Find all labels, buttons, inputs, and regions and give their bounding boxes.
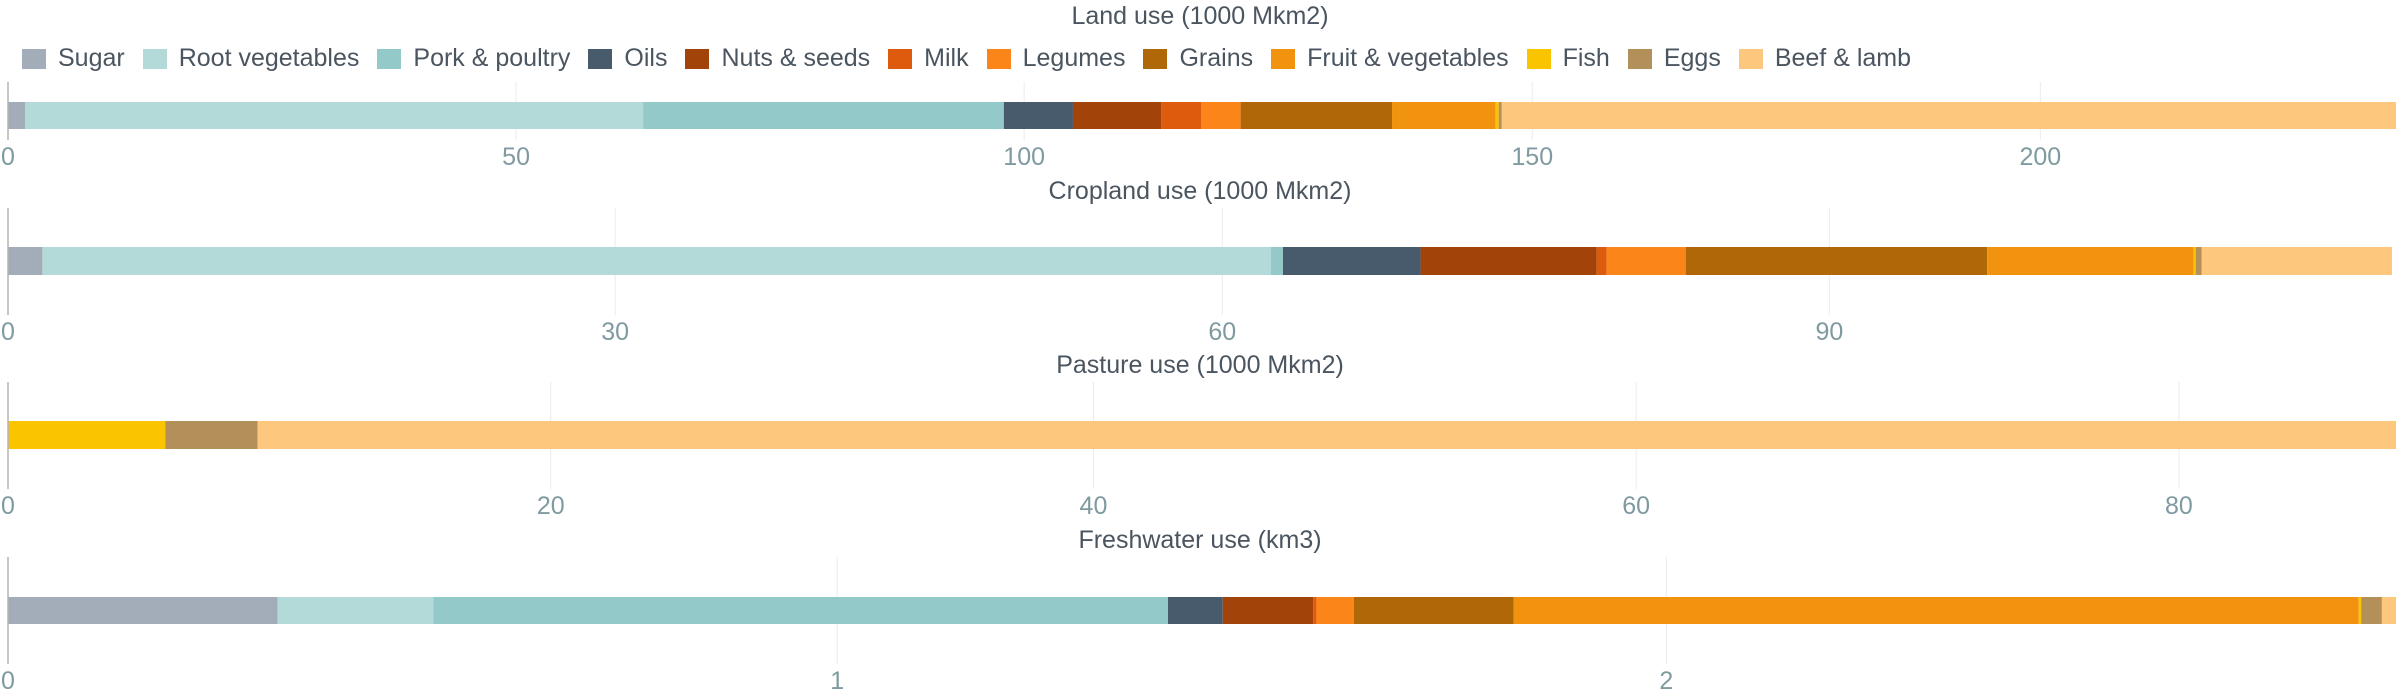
bar-segment (1501, 102, 2396, 129)
legend-swatch (377, 48, 402, 69)
legend-item[interactable]: Oils (588, 44, 667, 73)
legend-item[interactable]: Grains (1143, 44, 1253, 73)
legend-item[interactable]: Legumes (986, 44, 1126, 73)
bar-segment (42, 247, 1271, 275)
tick-label: 150 (1511, 143, 1553, 171)
legend-item[interactable]: Fruit & vegetables (1271, 44, 1509, 73)
chart-title-pasture: Pasture use (1000 Mkm2) (1056, 351, 1344, 379)
bar-segment (1420, 247, 1597, 275)
bar-segment (2193, 247, 2196, 275)
chart-title-land: Land use (1000 Mkm2) (1071, 2, 1329, 30)
tick-label: 0 (1, 318, 15, 346)
bar-segment (1316, 597, 1354, 624)
legend-item[interactable]: Root vegetables (142, 44, 360, 73)
bar-segment (2381, 597, 2396, 624)
bar-segment (1513, 597, 2359, 624)
legend-item[interactable]: Pork & poultry (377, 44, 570, 73)
legend-swatch (588, 48, 613, 69)
bar-segment (8, 102, 26, 129)
bar-segment (1498, 102, 1502, 129)
tick-label: 40 (1080, 492, 1108, 520)
legend-label: Beef & lamb (1774, 44, 1912, 72)
bar-segment (1200, 102, 1241, 129)
tick-label: 50 (502, 143, 530, 171)
bar-segment (1495, 102, 1499, 129)
bar-segment (165, 421, 258, 449)
bar-segment (1003, 102, 1073, 129)
bar-segment (1987, 247, 2194, 275)
legend-swatch (1271, 48, 1296, 69)
legend-label: Sugar (58, 44, 125, 72)
legend: Sugar Root vegetables Pork & poultry Oils Nu… (22, 44, 1929, 73)
bar-segment (1161, 102, 1201, 129)
bar-segment (8, 421, 166, 449)
bar-segment (2195, 247, 2202, 275)
legend-item[interactable]: Beef & lamb (1738, 44, 1912, 73)
legend-label: Milk (924, 44, 969, 72)
bar-segment (2361, 597, 2382, 624)
bar-segment (643, 102, 1004, 129)
legend-swatch (685, 48, 710, 69)
legend-item[interactable]: Nuts & seeds (685, 44, 870, 73)
legend-swatch (1738, 48, 1763, 69)
legend-swatch (986, 48, 1011, 69)
tick-label: 60 (1622, 492, 1650, 520)
legend-label: Oils (624, 44, 668, 72)
tick-label: 0 (1, 667, 15, 695)
tick-label: 90 (1815, 318, 1843, 346)
tick-label: 0 (1, 143, 15, 171)
bar-segment (257, 421, 2396, 449)
legend-label: Fruit & vegetables (1307, 44, 1509, 72)
bar-segment (1685, 247, 1988, 275)
bar-segment (1313, 597, 1317, 624)
legend-item[interactable]: Eggs (1627, 44, 1721, 73)
bar-segment (1072, 102, 1162, 129)
bar-segment (2201, 247, 2392, 275)
tick-label: 80 (2165, 492, 2193, 520)
bar-segment (1392, 102, 1496, 129)
legend-label: Eggs (1663, 44, 1721, 72)
tick-label: 100 (1003, 143, 1045, 171)
legend-swatch (22, 48, 46, 69)
legend-label: Root vegetables (178, 44, 360, 72)
bar-segment (1222, 597, 1314, 624)
bar-segment (1596, 247, 1607, 275)
tick-label: 0 (1, 492, 15, 520)
tick-label: 1 (830, 667, 844, 695)
legend-swatch (888, 48, 913, 69)
bar-segment (2358, 597, 2362, 624)
legend-swatch (1143, 48, 1168, 69)
legend-label: Pork & poultry (413, 44, 571, 72)
legend-item[interactable]: Milk (888, 44, 969, 73)
legend-item[interactable]: Fish (1526, 44, 1610, 73)
bar-segment (8, 247, 43, 275)
legend-label: Grains (1179, 44, 1254, 72)
bar-segment (433, 597, 1169, 624)
tick-label: 30 (601, 318, 629, 346)
tick-label: 200 (2019, 143, 2061, 171)
bar-segment (25, 102, 644, 129)
tick-label: 20 (537, 492, 565, 520)
chart-title-freshwater: Freshwater use (km3) (1078, 526, 1322, 554)
bar-segment (1270, 247, 1283, 275)
bar-segment (1168, 597, 1223, 624)
bar-segment (1353, 597, 1514, 624)
legend-label: Legumes (1022, 44, 1126, 72)
bar-segment (277, 597, 434, 624)
bar-segment (1240, 102, 1393, 129)
legend-swatch (1526, 48, 1551, 69)
tick-label: 2 (1659, 667, 1673, 695)
legend-swatch (142, 48, 167, 69)
legend-label: Fish (1562, 44, 1610, 72)
legend-item[interactable]: Sugar (22, 44, 125, 73)
legend-swatch (1627, 48, 1652, 69)
tick-label: 60 (1208, 318, 1236, 346)
bar-segment (8, 597, 278, 624)
bar-segment (1606, 247, 1686, 275)
chart-title-cropland: Cropland use (1000 Mkm2) (1048, 177, 1352, 205)
legend-label: Nuts & seeds (721, 44, 871, 72)
bar-segment (1282, 247, 1421, 275)
